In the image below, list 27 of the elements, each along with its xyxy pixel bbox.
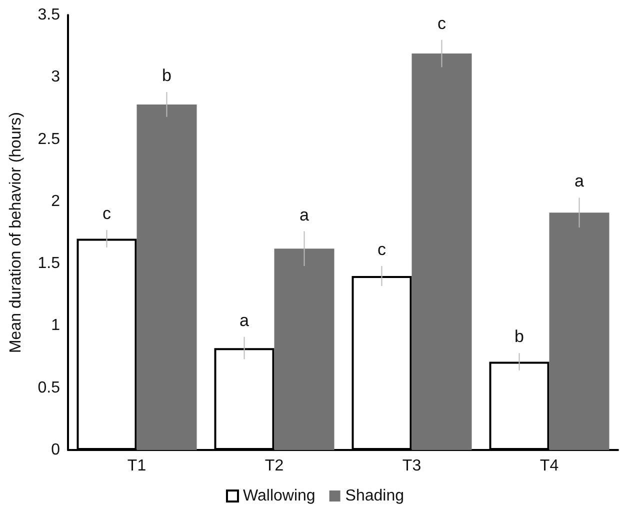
y-tick-label: 0 xyxy=(51,442,60,458)
y-tick-label: 3 xyxy=(51,68,60,86)
x-tick-label: T3 xyxy=(402,458,422,474)
y-tick-label: 0.5 xyxy=(38,379,60,396)
data-label: a xyxy=(574,172,585,191)
bar xyxy=(274,248,334,450)
y-tick-label: 2.5 xyxy=(38,130,60,148)
y-tick-label: 2 xyxy=(51,192,60,210)
y-tick-label: 1.5 xyxy=(38,255,60,272)
x-tick-label: T2 xyxy=(264,458,284,474)
x-tick-label: T1 xyxy=(127,458,146,474)
data-label: a xyxy=(300,205,310,224)
y-tick-label: 3.5 xyxy=(38,6,60,24)
data-label: c xyxy=(438,14,446,33)
data-label: c xyxy=(102,204,112,224)
bar xyxy=(136,104,197,450)
bar xyxy=(412,54,472,450)
bar xyxy=(549,212,610,450)
data-label: c xyxy=(378,240,386,260)
legend-label: Wallowing xyxy=(242,488,316,504)
y-tick-label: 1 xyxy=(51,317,60,334)
legend-label: Shading xyxy=(345,488,404,504)
y-axis-title: Mean duration of behavior (hours) xyxy=(8,112,24,354)
data-label: b xyxy=(514,327,524,346)
data-label: b xyxy=(162,66,172,86)
data-label: a xyxy=(240,310,250,330)
x-tick-label: T4 xyxy=(540,458,559,474)
